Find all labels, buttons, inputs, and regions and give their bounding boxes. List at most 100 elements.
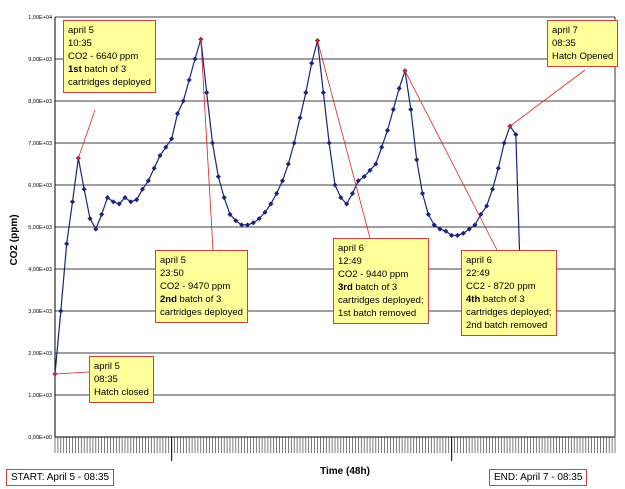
data-point bbox=[128, 199, 134, 205]
data-point bbox=[81, 186, 87, 192]
pointer-line bbox=[54, 371, 90, 375]
pointer-tip bbox=[315, 38, 320, 43]
data-point bbox=[221, 195, 227, 201]
callout-line: april 6 bbox=[466, 255, 492, 266]
data-point bbox=[454, 232, 461, 238]
pointer-tip bbox=[53, 372, 57, 376]
callout-line: Hatch Opened bbox=[552, 51, 614, 62]
y-tick-label: 2,00E+03 bbox=[28, 351, 52, 357]
y-tick-label: 6,00E+03 bbox=[28, 183, 52, 189]
data-point bbox=[239, 222, 245, 228]
pointer-line bbox=[77, 109, 96, 159]
callout-line: 22:49 bbox=[466, 268, 490, 279]
callout-line: CO2 - 9440 ppm bbox=[338, 269, 409, 280]
data-point bbox=[174, 111, 181, 117]
data-point bbox=[192, 56, 198, 62]
data-point bbox=[215, 174, 221, 180]
pointer-line bbox=[200, 39, 214, 251]
callout-line: 08:35 bbox=[552, 38, 576, 49]
data-point bbox=[437, 226, 443, 232]
data-point bbox=[489, 186, 496, 192]
data-point bbox=[309, 60, 315, 66]
data-point bbox=[320, 90, 326, 96]
callout-box: april 5 08:35 Hatch closed bbox=[89, 356, 154, 403]
data-point bbox=[99, 211, 105, 217]
callout-box: april 5 23:50 CO2 - 9470 ppm 2nd batch of 3… bbox=[155, 250, 248, 323]
data-point bbox=[349, 190, 356, 196]
pointer-line bbox=[317, 40, 371, 239]
data-point bbox=[169, 136, 175, 142]
data-point bbox=[163, 144, 169, 150]
data-point bbox=[285, 161, 291, 167]
callout-line: CO2 - 6640 ppm bbox=[68, 51, 139, 62]
callout-line: 2nd batch removed bbox=[466, 320, 548, 331]
data-point bbox=[104, 195, 111, 201]
callout-box: april 6 22:49 CC2 - 8720 ppm 4th batch of 3… bbox=[461, 250, 557, 336]
data-point bbox=[116, 201, 122, 207]
callout-line: april 7 bbox=[552, 25, 578, 36]
data-point bbox=[204, 90, 210, 96]
callout-line: 1st batch of 3 bbox=[68, 64, 127, 75]
y-tick-label: 4,00E+03 bbox=[28, 267, 52, 273]
data-point bbox=[484, 203, 490, 209]
callout-box: april 7 08:35 Hatch Opened bbox=[547, 20, 619, 67]
pointer-line bbox=[509, 69, 586, 127]
data-point bbox=[262, 209, 268, 215]
data-point bbox=[64, 241, 70, 247]
data-point bbox=[110, 199, 116, 205]
data-point bbox=[274, 190, 280, 196]
callout-line: 1st batch removed bbox=[338, 308, 417, 319]
data-point bbox=[425, 211, 431, 217]
data-point bbox=[291, 140, 297, 146]
data-point bbox=[122, 195, 128, 201]
y-tick-label: 5,00E+03 bbox=[28, 225, 52, 231]
pointer-line bbox=[404, 70, 498, 251]
y-tick-label: 1,00E+04 bbox=[28, 15, 52, 21]
callout-line: CO2 - 9470 ppm bbox=[160, 281, 231, 292]
data-point bbox=[501, 140, 507, 146]
data-point bbox=[279, 178, 286, 184]
callout-line: 08:35 bbox=[94, 374, 118, 385]
data-point bbox=[87, 216, 93, 222]
pointer-tip bbox=[403, 69, 407, 73]
data-point bbox=[414, 157, 420, 163]
callout-line: cartridges deployed bbox=[68, 77, 151, 88]
data-point bbox=[139, 186, 146, 192]
callout-line: 3rd batch of 3 bbox=[338, 282, 398, 293]
x-axis-ticks bbox=[54, 437, 616, 461]
data-point bbox=[209, 140, 216, 146]
data-point bbox=[151, 165, 157, 171]
y-tick-label: 8,00E+03 bbox=[28, 99, 52, 105]
callout-line: Hatch closed bbox=[94, 387, 149, 398]
data-point bbox=[93, 226, 99, 232]
y-tick-label: 3,00E+03 bbox=[28, 309, 52, 315]
callout-line: april 5 bbox=[94, 361, 120, 372]
data-point bbox=[379, 144, 385, 150]
callout-line: 4th batch of 3 bbox=[466, 294, 525, 305]
callout-pointers bbox=[53, 37, 586, 376]
data-point bbox=[69, 199, 76, 205]
y-tick-label: 7,00E+03 bbox=[28, 141, 52, 147]
callout-box: april 6 12:49 CO2 - 9440 ppm 3rd batch of 3… bbox=[333, 238, 429, 324]
data-point bbox=[233, 218, 239, 224]
data-point bbox=[384, 127, 391, 133]
callout-line: april 6 bbox=[338, 243, 364, 254]
callout-line: cartridges deployed; bbox=[338, 295, 424, 306]
data-point bbox=[297, 115, 303, 121]
data-point bbox=[180, 98, 186, 104]
callout-line: cartridges deployed; bbox=[466, 307, 552, 318]
data-point bbox=[390, 106, 396, 112]
data-point bbox=[256, 216, 262, 222]
data-point bbox=[157, 153, 163, 159]
data-point bbox=[367, 167, 373, 173]
y-tick-labels: 0,00E+00 1,00E+03 2,00E+03 3,00E+03 4,00E+03… bbox=[28, 15, 52, 441]
callout-line: 2nd batch of 3 bbox=[160, 294, 222, 305]
callout-line: 23:50 bbox=[160, 268, 184, 279]
start-label: START: April 5 - 08:35 bbox=[6, 469, 115, 486]
data-point bbox=[303, 90, 309, 96]
callout-line: 10:35 bbox=[68, 38, 92, 49]
pointer-tip bbox=[199, 37, 203, 41]
data-point bbox=[250, 220, 256, 226]
callout-line: CC2 - 8720 ppm bbox=[466, 281, 536, 292]
